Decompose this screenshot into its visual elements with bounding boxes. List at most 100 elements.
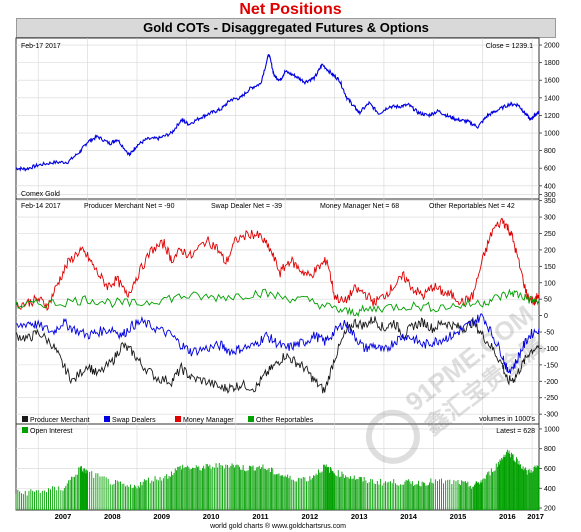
open-interest-bar [522, 466, 524, 510]
open-interest-bar [283, 476, 285, 510]
open-interest-bar [432, 483, 434, 510]
open-interest-bar [356, 479, 358, 510]
open-interest-bar [362, 481, 364, 510]
open-interest-bar [200, 470, 202, 510]
open-interest-bar [34, 491, 35, 510]
open-interest-bar [451, 484, 453, 510]
price-y-tick-label: 1200 [544, 113, 560, 120]
open-interest-bar [156, 479, 158, 510]
open-interest-bar [497, 461, 499, 510]
open-interest-bar [247, 470, 249, 510]
open-interest-bar [525, 470, 527, 510]
open-interest-bar [115, 480, 116, 510]
x-tick-label: 2007 [55, 512, 72, 521]
open-interest-bar [462, 481, 464, 510]
open-interest-bar [208, 466, 209, 510]
open-interest-bar [203, 465, 205, 510]
open-interest-bar [328, 467, 330, 510]
open-interest-bar [263, 468, 265, 510]
open-interest-bar [164, 476, 166, 510]
open-interest-bar [244, 470, 245, 510]
open-interest-bar [335, 475, 337, 510]
open-interest-bar [532, 471, 534, 510]
price-y-tick-label: 1400 [544, 95, 560, 102]
open-interest-bar [320, 472, 322, 510]
open-interest-bar [253, 470, 255, 510]
open-interest-bar [478, 484, 480, 510]
open-interest-bar [21, 493, 22, 510]
open-interest-bar [50, 489, 51, 510]
open-interest-bar [391, 483, 393, 510]
open-interest-bar [371, 479, 373, 510]
open-interest-bar [500, 460, 502, 510]
open-interest-bar [505, 454, 507, 510]
open-interest-bar [476, 481, 478, 510]
open-interest-bar [385, 481, 386, 510]
net-y-tick-label: -250 [544, 395, 558, 402]
open-interest-bar [487, 472, 489, 510]
open-interest-bar [302, 476, 304, 510]
open-interest-bar [60, 490, 62, 510]
open-interest-bar [169, 476, 171, 510]
open-interest-bar [420, 486, 422, 510]
open-interest-bar [474, 483, 476, 510]
open-interest-bar [483, 478, 485, 510]
open-interest-bar [257, 466, 259, 510]
open-interest-bar [467, 481, 469, 510]
open-interest-bar [383, 482, 385, 510]
open-interest-bar [32, 490, 34, 510]
open-interest-bar [215, 463, 217, 510]
open-interest-bar [242, 465, 244, 510]
open-interest-bar [455, 481, 457, 510]
open-interest-bar [511, 454, 513, 510]
x-tick-label: 2013 [351, 512, 368, 521]
open-interest-bar [63, 488, 65, 510]
open-interest-bar [511, 452, 512, 510]
legend-swatch-other-reportables [248, 416, 254, 422]
open-interest-bar [326, 467, 328, 510]
legend-swatch-swap-dealers [104, 416, 110, 422]
oi-y-tick-label: 600 [544, 466, 556, 473]
open-interest-bar [192, 467, 193, 510]
open-interest-bar [336, 476, 338, 510]
open-interest-bar [183, 468, 185, 510]
open-interest-bar [251, 466, 253, 510]
series-line-money-manager [15, 218, 540, 312]
legend-swatch-producer-merchant [22, 416, 28, 422]
open-interest-bar [131, 488, 133, 510]
open-interest-bar [193, 467, 195, 510]
open-interest-bar [256, 467, 258, 510]
open-interest-bar [352, 478, 354, 510]
open-interest-bar [72, 476, 74, 510]
open-interest-bar [507, 452, 509, 510]
open-interest-bar [52, 486, 54, 510]
open-interest-bar [22, 494, 24, 510]
open-interest-bar [370, 478, 372, 510]
open-interest-bar [101, 476, 103, 510]
open-interest-bar [289, 475, 291, 510]
open-interest-bar [460, 485, 461, 510]
open-interest-bar [445, 480, 447, 510]
open-interest-bar [140, 482, 142, 510]
price-panel [15, 37, 540, 200]
open-interest-bar [414, 484, 416, 510]
open-interest-bar [194, 468, 196, 510]
open-interest-bar [399, 484, 401, 510]
open-interest-bar [284, 475, 286, 510]
open-interest-bar [493, 471, 495, 510]
open-interest-bar [75, 474, 77, 510]
open-interest-bar [65, 486, 67, 510]
open-interest-bar [297, 477, 299, 510]
net-y-tick-label: 300 [544, 215, 556, 222]
open-interest-bar [345, 475, 347, 510]
open-interest-bar [236, 464, 238, 510]
open-interest-bar [258, 465, 260, 510]
open-interest-bar [416, 484, 418, 510]
open-interest-bar [468, 486, 470, 510]
open-interest-bar [319, 472, 321, 510]
open-interest-bar [521, 469, 523, 510]
open-interest-bar [141, 485, 143, 510]
open-interest-bar [120, 481, 121, 510]
open-interest-bar [306, 481, 307, 510]
